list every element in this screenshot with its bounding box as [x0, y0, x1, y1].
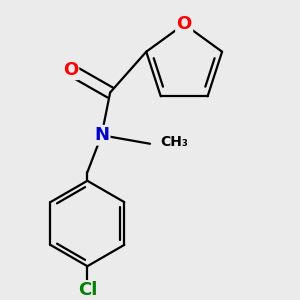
Text: O: O [63, 61, 78, 79]
Text: N: N [94, 126, 109, 144]
Text: Cl: Cl [78, 281, 97, 299]
Text: O: O [176, 15, 192, 33]
Text: CH₃: CH₃ [160, 135, 188, 149]
